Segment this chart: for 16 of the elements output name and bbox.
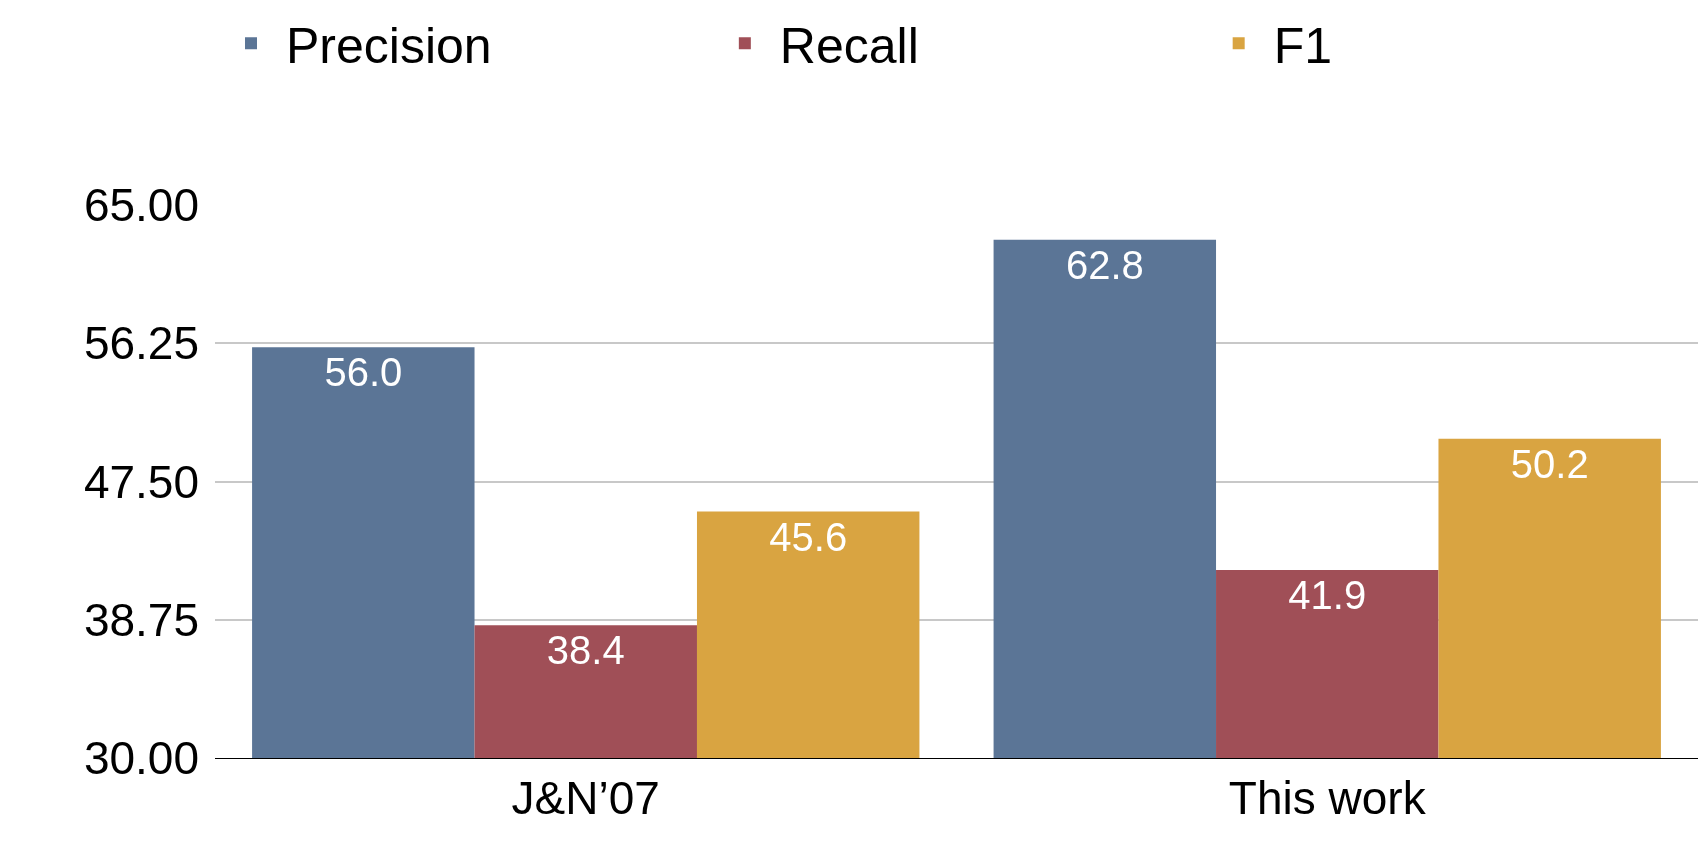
data-label: 62.8 (1065, 242, 1144, 287)
data-label: 50.2 (1510, 441, 1589, 486)
x-tick-label: J&N’07 (511, 772, 660, 825)
data-label: 41.9 (1288, 572, 1367, 617)
y-tick-label: 30.00 (83, 732, 199, 785)
data-label: 38.4 (546, 628, 625, 673)
legend-label: F1 (1273, 17, 1333, 74)
y-tick-label: 56.25 (83, 317, 199, 370)
x-tick-label: This work (1228, 772, 1427, 825)
y-tick-label: 65.00 (83, 179, 199, 232)
legend-label: Recall (779, 17, 919, 74)
y-tick-label: 38.75 (83, 593, 199, 646)
legend-label: Precision (286, 17, 492, 74)
data-label: 45.6 (769, 514, 848, 559)
y-tick-label: 47.50 (83, 455, 199, 508)
data-label: 56.0 (324, 350, 403, 395)
